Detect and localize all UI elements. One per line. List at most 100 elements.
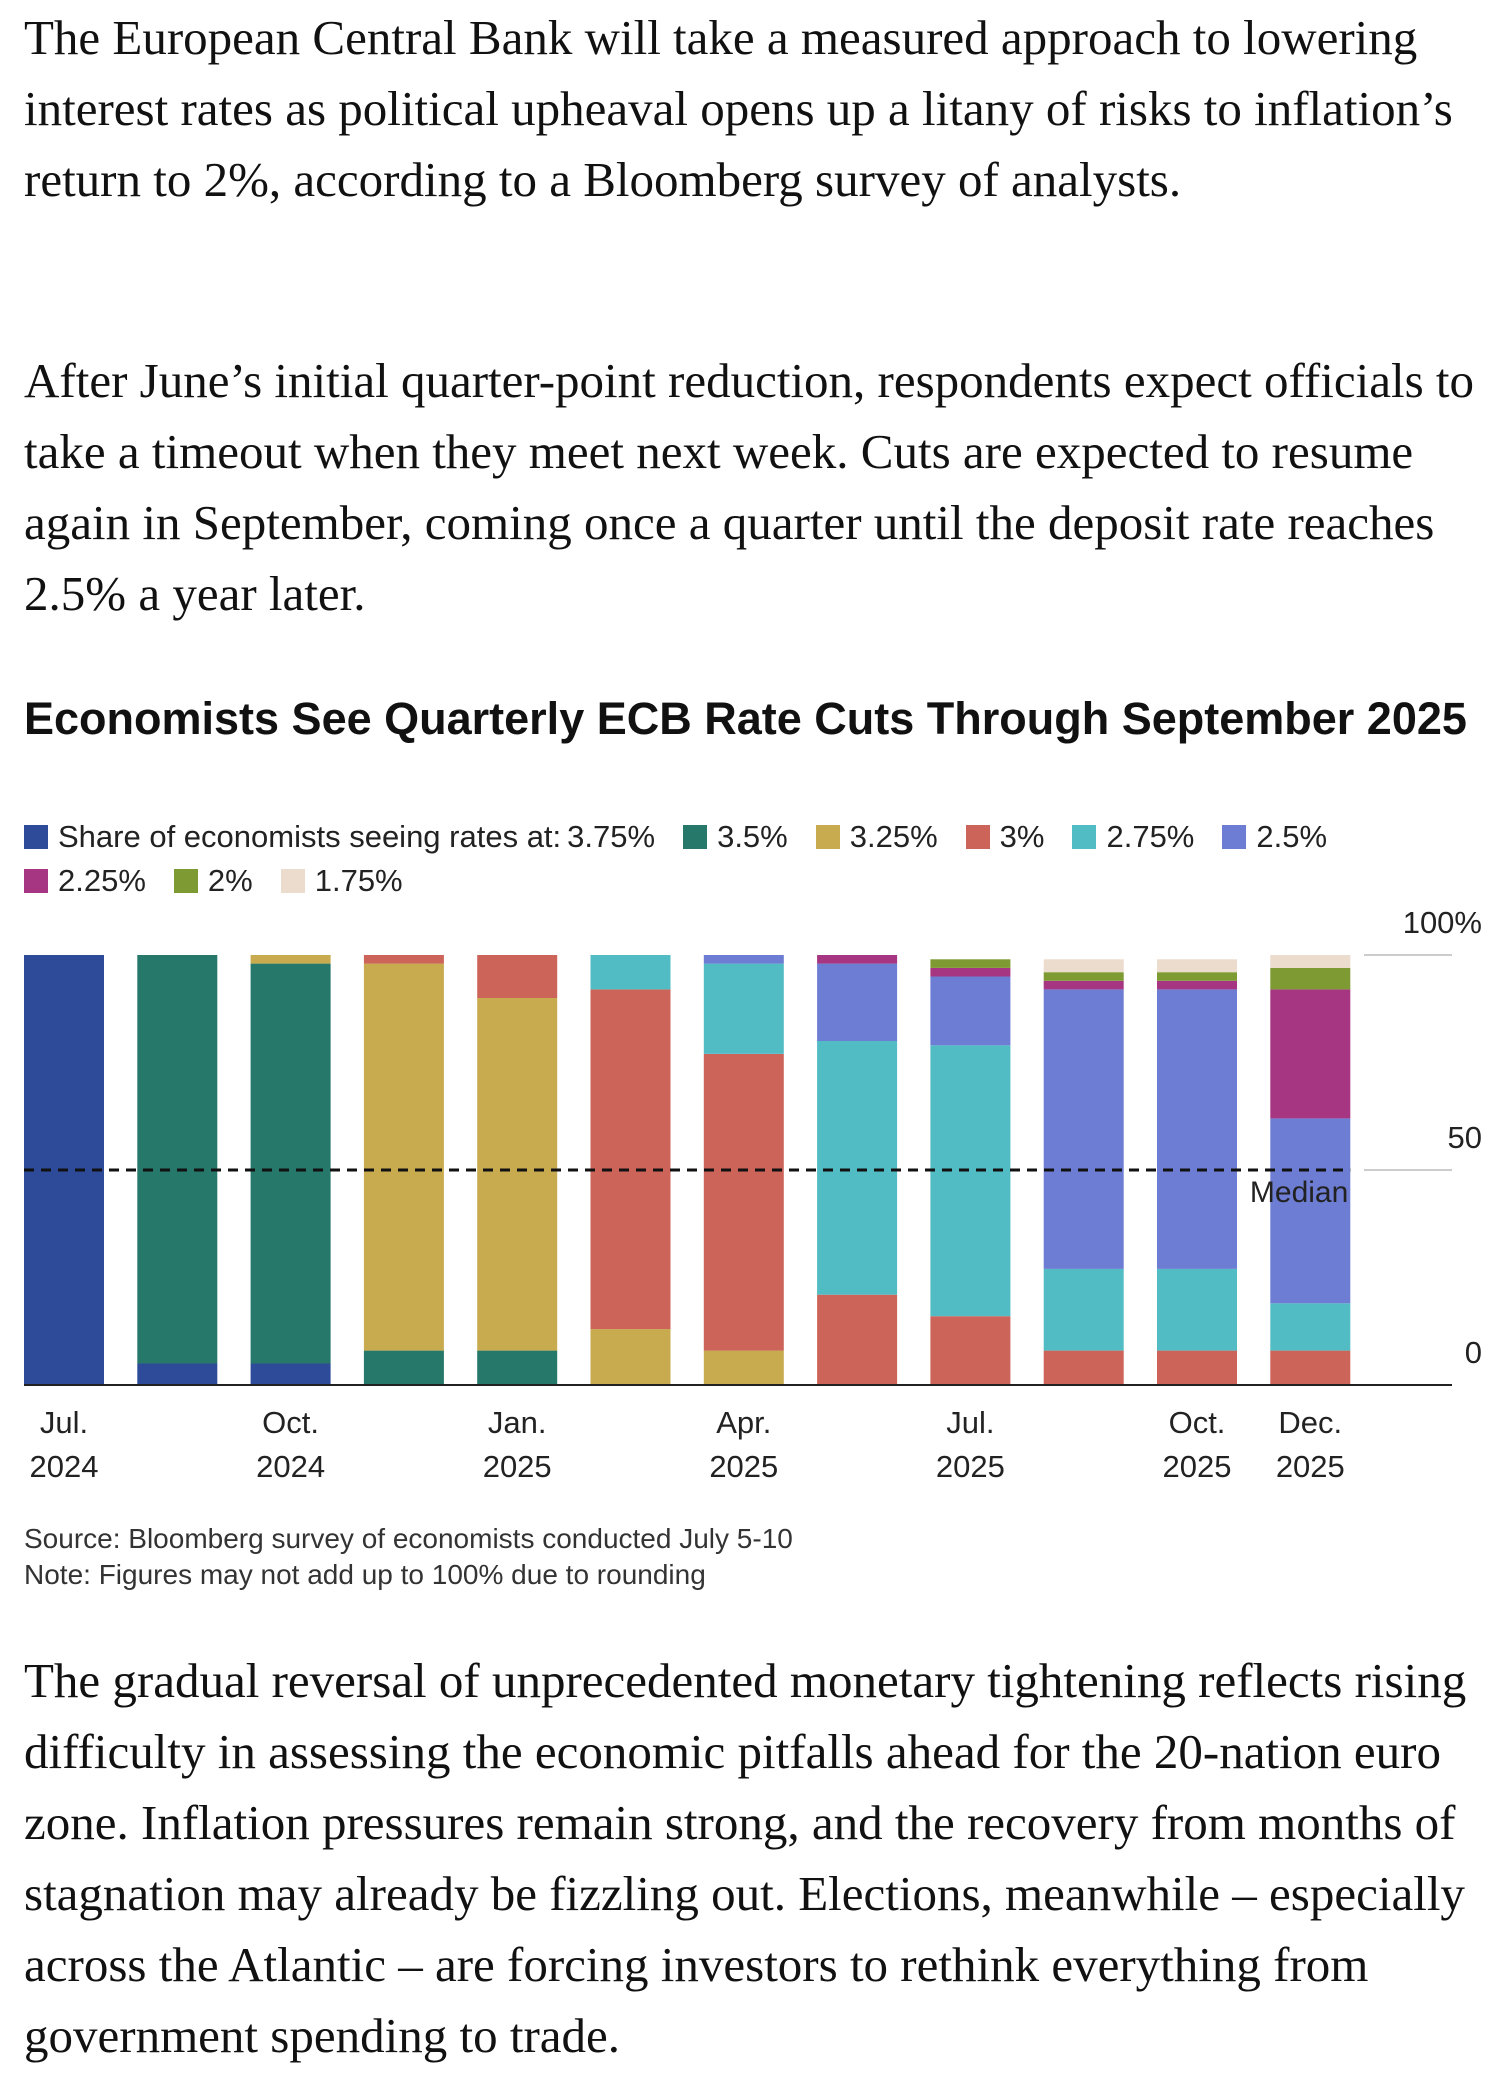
x-tick-label-month: Jul. — [40, 1405, 88, 1440]
bar-segment — [590, 955, 671, 990]
bar-segment — [363, 955, 444, 964]
chart-note: Note: Figures may not add up to 100% due… — [24, 1559, 706, 1590]
y-tick-label: 0 — [1465, 1335, 1482, 1370]
bar-segment — [1043, 972, 1124, 981]
bar-segment — [1270, 1118, 1351, 1304]
bar-segment — [1270, 967, 1351, 990]
article-paragraph-1: The European Central Bank will take a me… — [24, 10, 1453, 207]
bar-segment — [1157, 1268, 1237, 1351]
legend-swatch — [815, 825, 840, 849]
bar-segment — [590, 1329, 671, 1385]
bar-segment — [1043, 989, 1124, 1269]
bar-segment — [590, 989, 671, 1330]
legend-swatch — [1072, 825, 1097, 849]
x-tick-label-year: 2025 — [709, 1449, 778, 1484]
bar-segment — [703, 1350, 784, 1385]
x-tick-label-month: Jan. — [488, 1405, 547, 1440]
legend-item: 2.25% — [24, 859, 146, 903]
legend-item: 2.5% — [1222, 815, 1327, 859]
legend-item: Share of economists seeing rates at: 3.75… — [24, 815, 655, 859]
legend-label: 1.75% — [314, 863, 403, 898]
bar-segment — [1157, 959, 1237, 973]
legend-item: 1.75% — [280, 859, 403, 903]
legend-swatch — [173, 869, 198, 893]
legend-item: 3.5% — [683, 815, 788, 859]
legend-item: 3% — [965, 815, 1045, 859]
bar-segment — [1157, 989, 1237, 1269]
bar-segment — [250, 955, 331, 964]
bar-segment — [250, 1363, 331, 1385]
chart-source: Source: Bloomberg survey of economists c… — [24, 1523, 793, 1554]
bar-segment — [250, 963, 331, 1364]
bar-segment — [1043, 1350, 1124, 1385]
bar-segment — [817, 1294, 898, 1385]
legend-item: 3.25% — [815, 815, 938, 859]
x-tick-label-year: 2025 — [1163, 1449, 1232, 1484]
legend-label: 2.5% — [1256, 819, 1328, 854]
stacked-bar-chart: Median 100% 50 0 Jul. 2024 Oct. 2024 Jan. 2025 Apr… — [24, 905, 1482, 1484]
bar-segment — [1157, 980, 1237, 990]
legend-label: 2.75% — [1106, 819, 1195, 854]
x-tick-label-month: Dec. — [1278, 1405, 1342, 1440]
x-tick-label-month: Oct. — [262, 1405, 319, 1440]
legend-label: 3.75% — [567, 819, 656, 854]
legend-item: 2% — [173, 859, 253, 903]
article-paragraph-2: After June’s initial quarter-point reduc… — [24, 353, 1474, 621]
y-tick-label: 50 — [1448, 1120, 1482, 1155]
x-tick-label-month: Jul. — [946, 1405, 994, 1440]
legend-swatch — [24, 869, 48, 893]
chart-legend: Share of economists seeing rates at: 3.75… — [24, 815, 1484, 903]
chart-title: Economists See Quarterly ECB Rate Cuts T… — [24, 693, 1467, 744]
bar-segment — [1270, 955, 1351, 968]
legend-label: 3% — [999, 819, 1045, 854]
x-tick-label-month: Oct. — [1169, 1405, 1226, 1440]
x-tick-label-year: 2025 — [1276, 1449, 1345, 1484]
y-tick-label: 100% — [1403, 905, 1482, 940]
legend-swatch — [1222, 825, 1247, 849]
bar-segment — [477, 955, 558, 998]
bar-segment — [477, 998, 558, 1351]
bar-segment — [817, 1041, 898, 1295]
legend-label: 2.25% — [58, 863, 146, 898]
bar-segment — [1270, 1303, 1351, 1351]
bar-segment — [363, 963, 444, 1351]
bar-segment — [1270, 1350, 1351, 1385]
bar-segment — [930, 1316, 1011, 1385]
x-tick-label-year: 2024 — [256, 1449, 325, 1484]
x-tick-label-month: Apr. — [716, 1405, 771, 1440]
x-tick-label-year: 2024 — [30, 1449, 99, 1484]
bar-segment — [477, 1350, 558, 1385]
bar-segment — [137, 955, 218, 1364]
bar-segment — [703, 1053, 784, 1351]
legend-swatch — [24, 825, 48, 849]
bar-segment — [1043, 959, 1124, 973]
bar-segment — [1043, 980, 1124, 990]
legend-swatch — [683, 825, 708, 849]
legend-label: 3.25% — [849, 819, 938, 854]
bar-segment — [930, 959, 1011, 968]
bar-segment — [1157, 972, 1237, 981]
bar-segment — [137, 1363, 218, 1385]
article-paragraph-3: The gradual reversal of unprecedented mo… — [24, 1653, 1467, 2063]
bar-segment — [817, 963, 898, 1041]
bar-segment — [363, 1350, 444, 1385]
x-tick-label-year: 2025 — [936, 1449, 1005, 1484]
bar-segment — [930, 1045, 1011, 1317]
chart-notes: Source: Bloomberg survey of economists c… — [24, 1521, 1484, 1593]
legend-label: 3.5% — [717, 819, 788, 854]
x-tick-label-year: 2025 — [483, 1449, 552, 1484]
bar-segment — [703, 963, 784, 1054]
legend-prefix: Share of economists seeing rates at: — [58, 819, 562, 854]
bar-segment — [1270, 989, 1351, 1119]
bar-segment — [930, 976, 1011, 1046]
bar-segment — [703, 955, 784, 964]
median-label: Median — [1250, 1176, 1348, 1209]
legend-swatch — [965, 825, 990, 849]
bar-segment — [1157, 1350, 1237, 1385]
bar-segment — [1043, 1268, 1124, 1351]
legend-label: 2% — [207, 863, 253, 898]
bar-segment — [817, 955, 898, 964]
legend-item: 2.75% — [1072, 815, 1194, 859]
bar-segment — [930, 967, 1011, 977]
legend-swatch — [280, 869, 305, 893]
